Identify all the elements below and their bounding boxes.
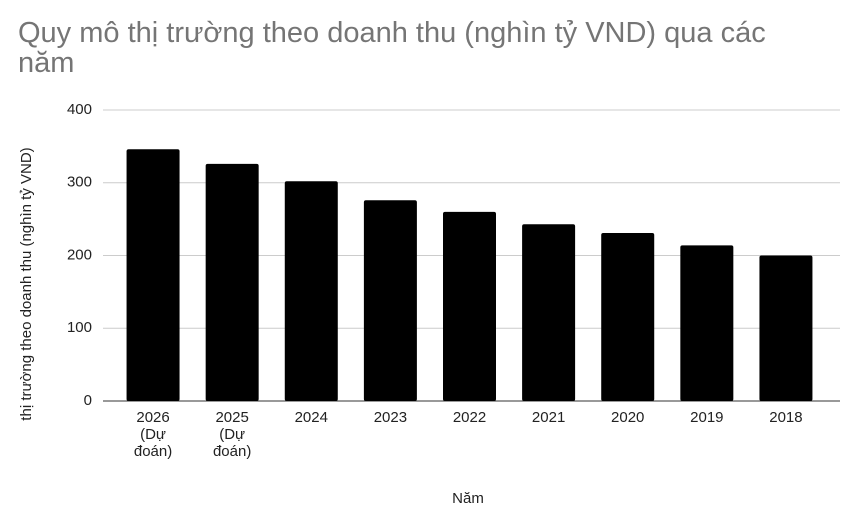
bar [443, 211, 496, 401]
bar [205, 163, 259, 401]
y-tick-label: 0 [84, 392, 92, 409]
bar [522, 224, 576, 401]
y-tick-label: 300 [67, 174, 92, 191]
x-axis-label: Năm [452, 490, 484, 507]
x-tick-label: 2018 [769, 409, 802, 426]
bar [284, 181, 338, 401]
bar [126, 149, 180, 401]
x-tick-label: 2025 (Dự đoán) [213, 409, 251, 460]
y-tick-label: 100 [67, 319, 92, 336]
x-tick-label: 2022 [453, 409, 486, 426]
chart-title: Quy mô thị trường theo doanh thu (nghìn … [18, 17, 766, 79]
bar [601, 232, 655, 401]
x-tick-label: 2019 [690, 409, 723, 426]
x-tick-label: 2024 [295, 409, 328, 426]
x-tick-label: 2021 [532, 409, 565, 426]
y-tick-label: 400 [67, 101, 92, 118]
y-tick-label: 200 [67, 246, 92, 263]
bar [759, 255, 813, 401]
x-tick-label: 2026 (Dự đoán) [134, 409, 172, 460]
x-tick-label: 2020 [611, 409, 644, 426]
x-tick-label: 2023 [374, 409, 407, 426]
bar [363, 200, 417, 401]
bar [680, 245, 734, 401]
y-axis-label: thị trường theo doanh thu (nghìn tỷ VND) [18, 147, 35, 420]
